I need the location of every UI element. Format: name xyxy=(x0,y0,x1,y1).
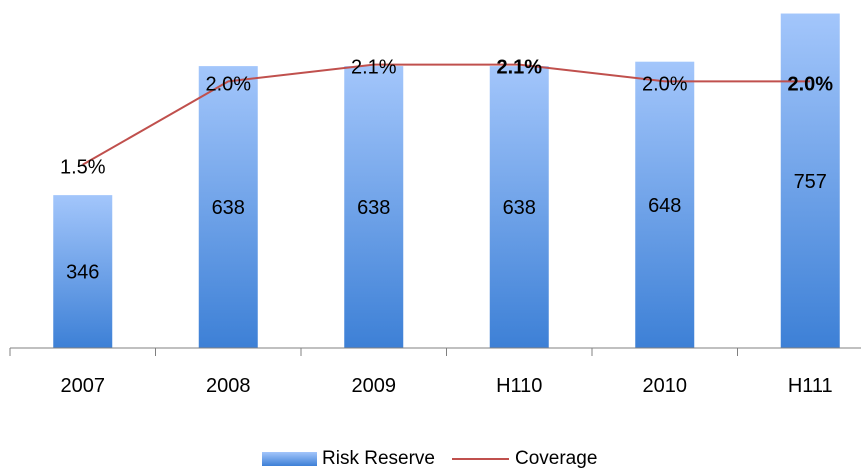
bar-risk-reserve-2007 xyxy=(53,195,113,348)
line-layer xyxy=(82,63,811,166)
coverage-value-label: 2.0% xyxy=(642,73,688,95)
bar-risk-reserve-2009 xyxy=(344,66,404,348)
bar-risk-reserve-2008 xyxy=(198,66,258,348)
x-tick-label: 2009 xyxy=(352,375,397,397)
bar-value-label: 757 xyxy=(794,171,827,193)
bar-value-label: 648 xyxy=(648,195,681,217)
bar-value-label: 638 xyxy=(357,197,390,219)
coverage-value-label: 2.0% xyxy=(787,73,833,95)
bar-value-label: 346 xyxy=(66,262,99,284)
legend: Risk Reserve Coverage xyxy=(262,448,597,469)
bar-risk-reserve-H110 xyxy=(489,66,549,348)
x-tick-label: 2007 xyxy=(61,375,106,397)
coverage-value-label: 2.1% xyxy=(496,57,542,79)
legend-label-coverage: Coverage xyxy=(515,448,597,469)
coverage-value-label: 2.1% xyxy=(351,57,397,79)
x-tick-label: H110 xyxy=(496,375,542,397)
bar-risk-reserve-2010 xyxy=(635,61,695,348)
bar-value-label: 638 xyxy=(212,197,245,219)
bar-risk-reserve-H111 xyxy=(780,13,840,349)
legend-label-risk-reserve: Risk Reserve xyxy=(322,448,435,469)
x-tick-label: 2010 xyxy=(643,375,688,397)
data-labels: 346 638 638 638 648 757 1.5% 2.0% 2.1% 2.1% 2.0% 2.… xyxy=(60,57,833,284)
bar-value-label: 638 xyxy=(503,197,536,219)
legend-swatch-risk-reserve xyxy=(262,452,317,466)
x-tick-label: 2008 xyxy=(206,375,251,397)
bars-layer xyxy=(53,13,840,349)
x-tick-label: H111 xyxy=(788,375,833,397)
coverage-value-label: 1.5% xyxy=(60,157,106,179)
coverage-line xyxy=(82,63,811,166)
x-axis: 2007 2008 2009 H110 2010 H111 xyxy=(9,347,861,397)
coverage-value-label: 2.0% xyxy=(205,73,251,95)
